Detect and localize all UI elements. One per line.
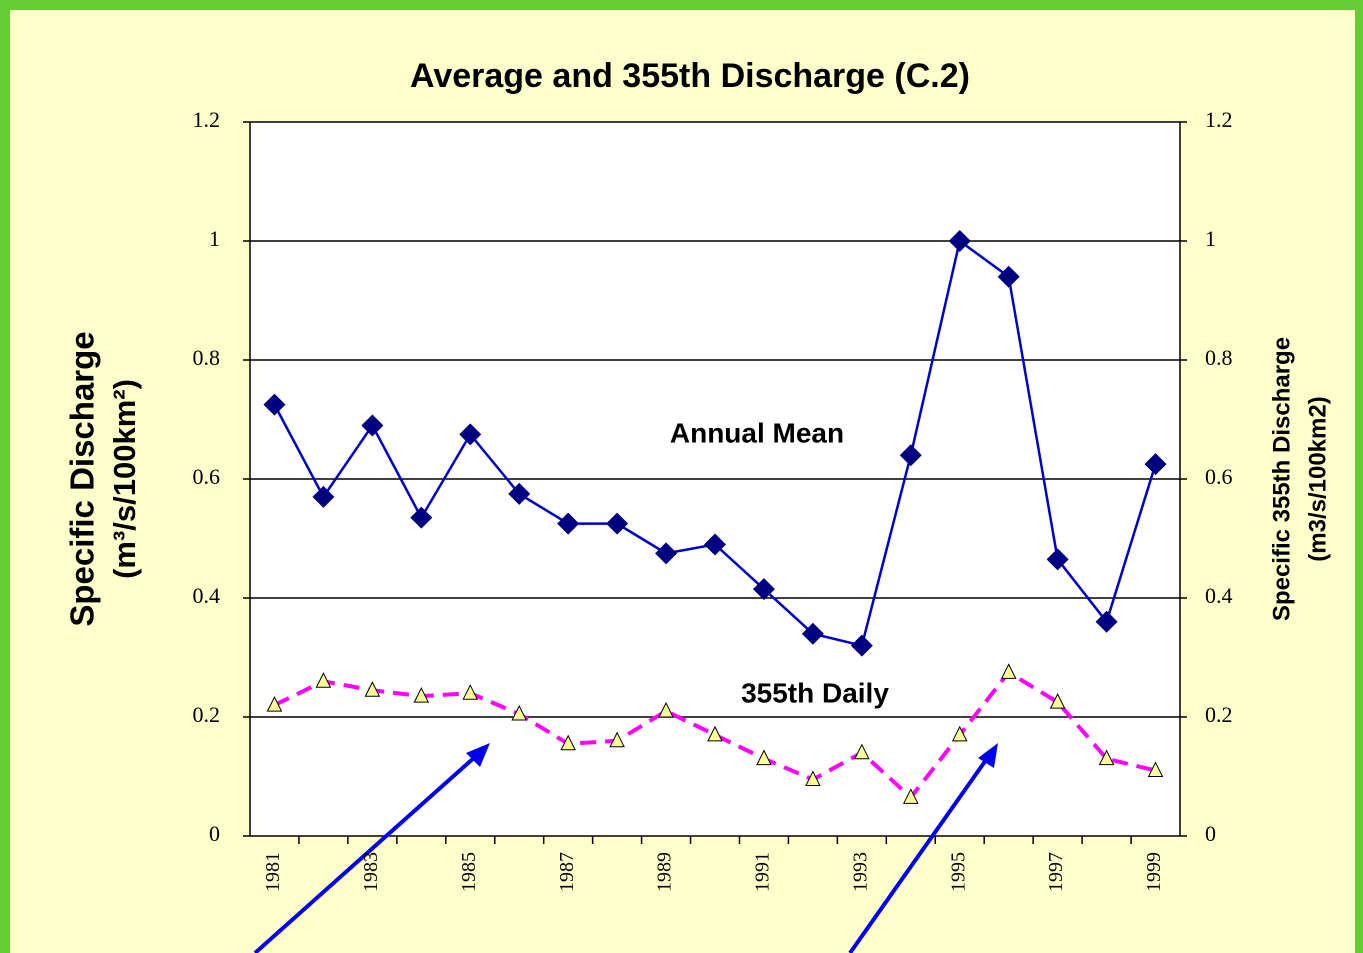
x-tick-label: 1981: [262, 852, 284, 892]
y2-label-line: Specific 355th Discharge: [1268, 337, 1295, 621]
data-point: [1049, 693, 1066, 709]
y-label-line: Specific Discharge: [64, 331, 101, 626]
data-point: [410, 506, 433, 529]
y-axis-label: Specific Discharge (m³/s/100km²): [64, 331, 142, 626]
data-point: [752, 578, 775, 601]
series-label: 355th Daily: [741, 677, 889, 708]
y2-tick-label: 1.2: [1205, 107, 1233, 132]
data-point: [1046, 548, 1069, 571]
y-tick-label: 0.6: [193, 464, 221, 489]
data-point: [364, 681, 381, 697]
x-tick-label: 1987: [556, 852, 578, 892]
series-label: Annual Mean: [670, 417, 844, 448]
data-point: [413, 687, 430, 703]
data-point: [511, 704, 528, 721]
y2-tick-label: 0.8: [1205, 345, 1233, 370]
y-label-line: (m³/s/100km²): [107, 379, 142, 579]
data-point: [462, 684, 479, 700]
x-tick-label: 1997: [1045, 852, 1067, 892]
y-tick-label: 0.2: [193, 702, 221, 727]
data-point: [263, 393, 286, 416]
data-point: [1144, 453, 1167, 476]
x-tick-label: 1999: [1143, 852, 1165, 892]
data-point: [1147, 761, 1164, 778]
data-point: [655, 542, 678, 565]
data-point: [609, 731, 625, 748]
y2-tick-label: 0: [1205, 821, 1216, 846]
data-point: [312, 485, 335, 508]
data-point: [997, 265, 1020, 288]
x-tick-label: 1993: [849, 852, 871, 892]
data-point: [707, 725, 723, 742]
data-point: [801, 622, 824, 645]
data-point: [557, 512, 580, 535]
x-tick-label: 1985: [458, 852, 480, 892]
x-tick-label: 1989: [654, 852, 676, 892]
y-tick-label: 0.4: [193, 583, 221, 608]
arrow: [848, 748, 995, 953]
y2-axis-label: Specific 355th Discharge (m3/s/100km2): [1268, 337, 1331, 621]
data-point: [902, 788, 919, 804]
arrow: [253, 746, 487, 953]
chart-title: Average and 355th Discharge (C.2): [410, 57, 970, 95]
y-tick-label: 1.2: [193, 107, 221, 132]
data-point: [1098, 749, 1115, 766]
data-point: [854, 743, 870, 760]
y2-tick-label: 0.2: [1205, 702, 1233, 727]
data-point: [899, 444, 922, 467]
data-point: [756, 749, 772, 766]
y-tick-label: 0.8: [193, 345, 221, 370]
arrow-head: [466, 743, 490, 767]
y-tick-label: 0: [209, 821, 220, 846]
arrow-head: [978, 743, 998, 768]
data-point: [850, 634, 873, 657]
data-point: [704, 533, 726, 556]
data-point: [315, 672, 332, 688]
y2-tick-label: 0.6: [1205, 464, 1233, 489]
x-tick-label: 1983: [360, 852, 382, 892]
data-point: [606, 512, 629, 535]
y2-tick-label: 1: [1205, 226, 1216, 251]
data-point: [1000, 663, 1017, 679]
y-tick-label: 1: [209, 226, 220, 251]
data-point: [560, 734, 576, 751]
data-point: [508, 482, 531, 505]
data-point: [805, 770, 821, 786]
y2-tick-label: 0.4: [1205, 583, 1233, 608]
data-point: [361, 414, 384, 437]
data-point: [1095, 610, 1118, 633]
data-point: [948, 230, 971, 252]
data-point: [459, 423, 482, 446]
data-point: [658, 701, 674, 718]
data-point: [951, 725, 968, 742]
x-tick-label: 1991: [752, 852, 774, 892]
x-tick-label: 1995: [947, 852, 969, 892]
data-point: [266, 695, 283, 712]
y2-label-line: (m3/s/100km2): [1304, 396, 1331, 561]
